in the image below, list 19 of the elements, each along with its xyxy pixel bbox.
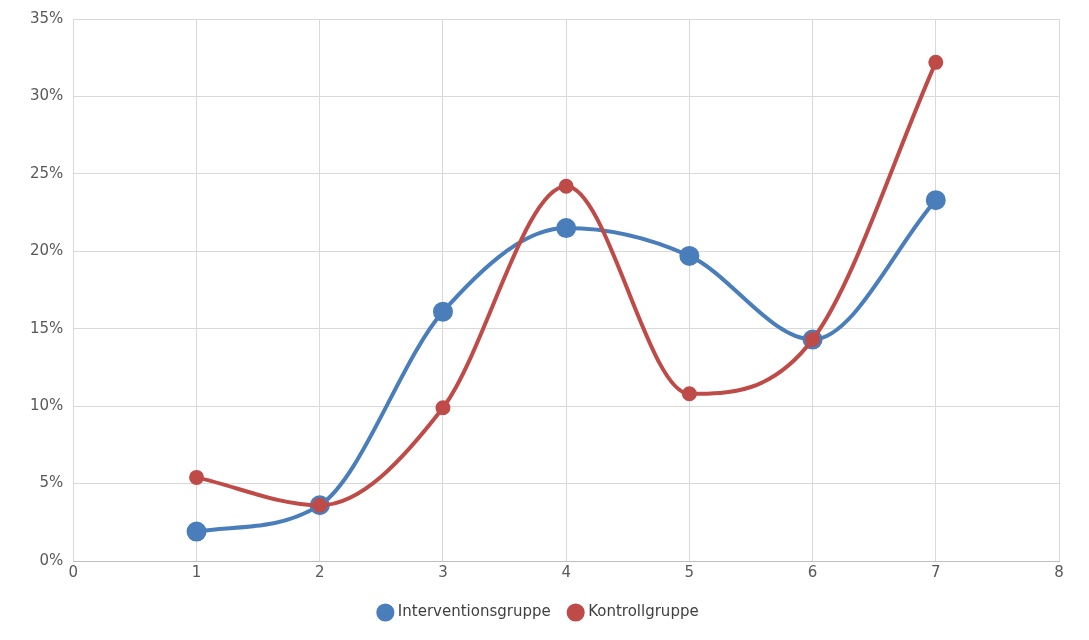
x-tick-label: 3 (438, 562, 448, 581)
y-tick-label: 30% (30, 86, 64, 105)
x-tick-label: 8 (1054, 562, 1064, 581)
y-tick-label: 5% (39, 473, 64, 492)
x-tick-label: 2 (314, 562, 325, 581)
legend-label: Kontrollgruppe (588, 602, 699, 621)
x-tick-label: 0 (68, 562, 79, 581)
y-tick-label: 15% (30, 318, 64, 337)
legend-label: Interventionsgruppe (397, 602, 551, 621)
y-tick-label: 20% (30, 241, 64, 260)
x-tick-label: 6 (807, 562, 818, 581)
y-tick-label: 0% (39, 550, 64, 569)
x-tick-label: 7 (931, 562, 941, 581)
x-tick-label: 5 (684, 562, 695, 581)
y-tick-label: 35% (30, 8, 64, 27)
x-tick-label: 1 (191, 562, 202, 581)
y-tick-label: 25% (30, 163, 64, 182)
y-tick-label: 10% (30, 396, 64, 415)
x-tick-label: 4 (561, 562, 571, 581)
